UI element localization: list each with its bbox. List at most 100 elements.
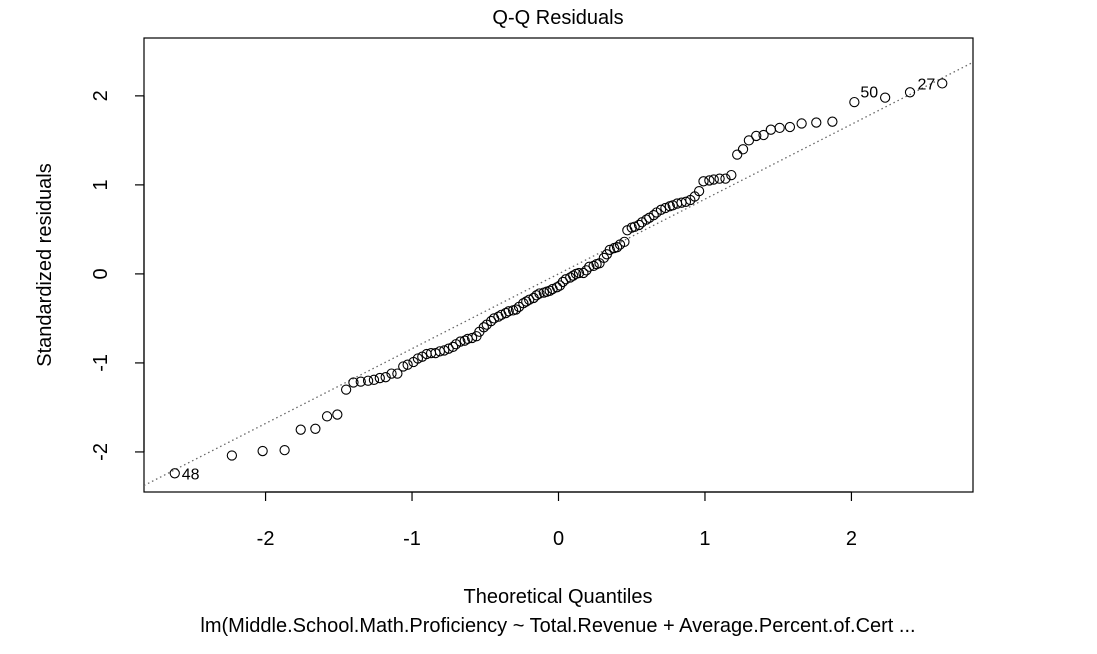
residual-point (578, 267, 589, 279)
y-tick-label: 2 (90, 90, 112, 101)
x-tick-label: 1 (699, 528, 710, 550)
residual-point (849, 96, 860, 108)
residual-point (588, 260, 599, 272)
residual-point (459, 335, 470, 346)
residual-point (765, 124, 777, 135)
residual-point (524, 294, 535, 305)
residual-point (655, 204, 667, 215)
residual-point (348, 377, 359, 388)
residual-point (774, 122, 785, 134)
residual-point (879, 92, 891, 103)
residual-point (503, 306, 514, 317)
residual-point (340, 384, 352, 395)
residual-point (784, 121, 796, 133)
residual-point (732, 149, 743, 160)
residual-point (439, 345, 450, 356)
residual-point (758, 129, 769, 141)
residual-point (557, 276, 569, 288)
residual-point (743, 135, 755, 146)
chart-title: Q-Q Residuals (492, 7, 623, 29)
residual-point (386, 368, 397, 379)
residual-point (619, 236, 630, 248)
residual-point (551, 282, 563, 293)
residual-point (392, 368, 403, 379)
residual-point (257, 445, 268, 457)
point-label: 27 (917, 76, 935, 93)
residual-point (581, 265, 592, 276)
x-axis: -2 -1 0 1 2 (257, 491, 857, 550)
point-label: 50 (860, 84, 878, 101)
residual-point (796, 118, 807, 129)
residual-point (510, 304, 522, 315)
residual-point (708, 174, 719, 185)
chart-subtitle: lm(Middle.School.Math.Proficiency ~ Tota… (200, 615, 915, 637)
residual-point (554, 280, 566, 291)
residual-point (279, 445, 290, 456)
x-tick-label: -2 (257, 528, 275, 550)
points-layer (169, 78, 948, 479)
y-tick-label: 0 (90, 268, 112, 279)
residual-point (611, 242, 623, 253)
residual-point (332, 409, 343, 420)
residual-point (629, 221, 640, 232)
y-tick-label: -1 (90, 354, 112, 372)
residual-point (295, 424, 306, 435)
residual-point (641, 214, 652, 225)
x-tick-label: 2 (846, 528, 857, 550)
residual-point (720, 173, 731, 184)
residual-point (478, 322, 489, 333)
residual-point (604, 244, 615, 256)
residual-point (380, 372, 391, 383)
x-tick-label: 0 (553, 528, 564, 550)
residual-point (518, 298, 529, 309)
residual-point (321, 411, 333, 422)
residual-point (565, 272, 576, 283)
y-tick-label: -2 (90, 443, 112, 461)
residual-point (904, 87, 916, 98)
residual-point (500, 307, 511, 319)
residual-point (355, 376, 366, 387)
residual-point (660, 202, 671, 214)
residual-point (827, 116, 838, 127)
qq-reference-line (144, 61, 973, 487)
residual-point (402, 359, 413, 370)
residual-point (466, 332, 478, 344)
x-tick-label: -1 (403, 528, 421, 550)
residual-point (751, 130, 762, 142)
residual-point (412, 353, 424, 364)
residual-point (362, 375, 374, 386)
residual-point (698, 176, 709, 187)
y-axis: -2 -1 0 1 2 (90, 90, 145, 461)
residual-point (598, 252, 610, 264)
residual-point (447, 341, 459, 353)
residual-point (531, 290, 542, 301)
residual-point (648, 209, 659, 221)
residual-point (368, 374, 380, 385)
reference-line-layer (144, 61, 973, 487)
residual-point (374, 372, 385, 384)
residual-point (455, 336, 466, 347)
residual-point (485, 315, 497, 327)
residual-point (567, 270, 579, 281)
residual-point (680, 196, 692, 207)
residual-point (443, 343, 454, 354)
residual-point (534, 288, 545, 299)
residual-point (633, 219, 645, 231)
residual-point (398, 361, 409, 372)
x-axis-label: Theoretical Quantiles (464, 586, 653, 608)
y-axis-label: Standardized residuals (34, 163, 56, 366)
plot-frame (143, 37, 974, 493)
residual-point (693, 185, 705, 197)
point-label: 48 (182, 466, 200, 483)
residual-point (169, 468, 180, 479)
residual-point (584, 261, 595, 272)
y-tick-label: 1 (90, 179, 112, 190)
point-labels-layer: 48 50 27 (182, 76, 936, 483)
residual-point (310, 423, 321, 434)
residual-point (937, 78, 948, 89)
residual-point (226, 450, 238, 461)
residual-point (714, 173, 725, 184)
residual-point (811, 117, 822, 128)
residual-point (704, 175, 715, 186)
